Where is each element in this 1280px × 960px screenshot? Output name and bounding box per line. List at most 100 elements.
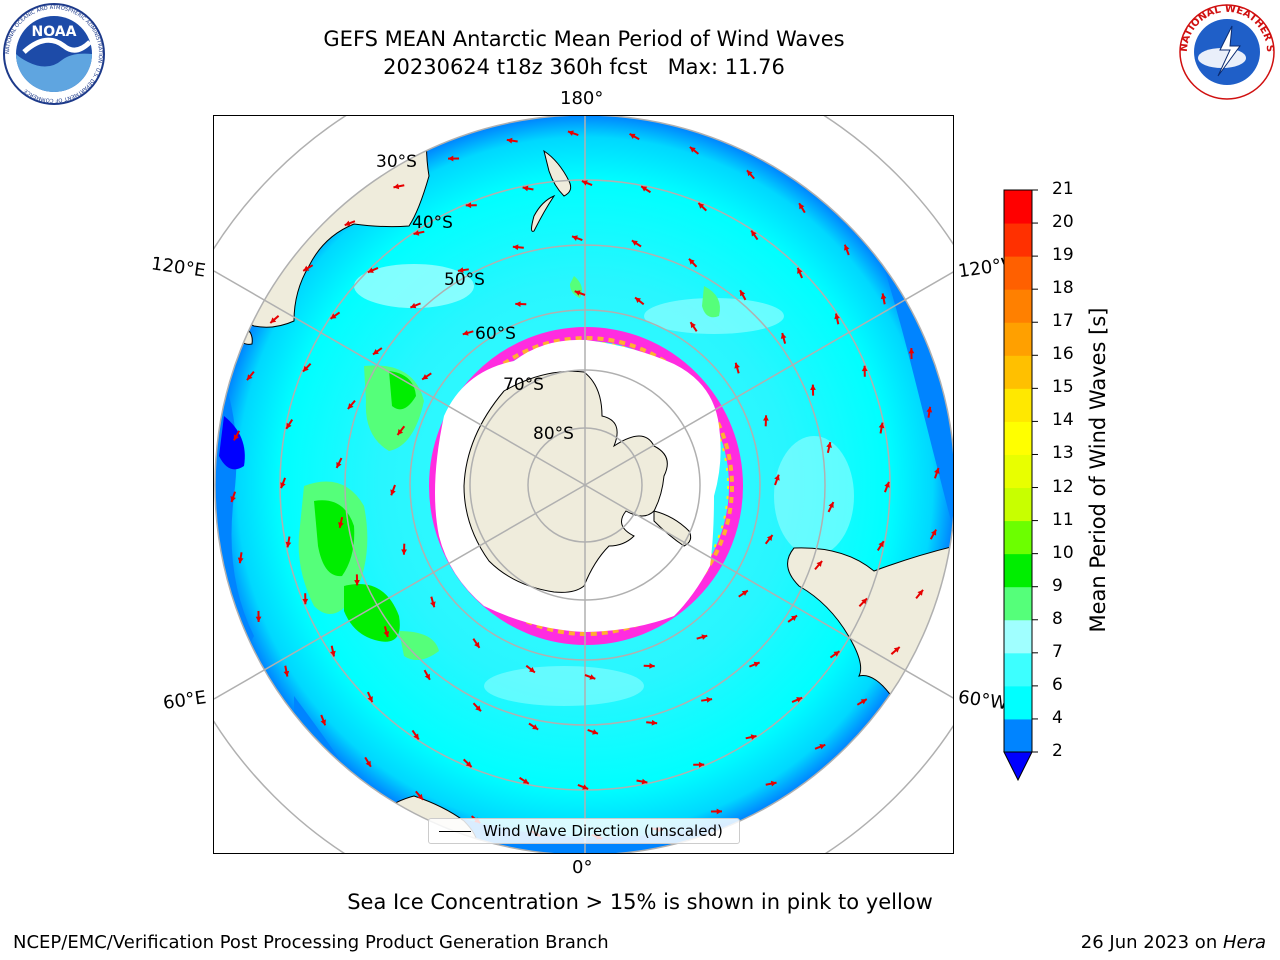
wind-arrow-head: [529, 666, 535, 673]
wind-arrow-head: [397, 429, 404, 435]
polar-map: [213, 115, 954, 854]
wind-arrow-head: [367, 696, 373, 703]
wind-arrow-head: [833, 651, 840, 657]
colorbar-tick-label: 20: [1052, 212, 1074, 233]
colorbar-tick-label: 2: [1052, 741, 1063, 761]
colorbar-tick-label: 17: [1052, 311, 1074, 332]
colorbar-tick-label: 11: [1052, 509, 1074, 530]
wind-arrow-head: [816, 560, 823, 567]
wind-arrow-head: [641, 186, 648, 192]
wind-arrow-head: [926, 406, 933, 413]
lat-label-30s: 30°S: [376, 152, 417, 172]
colorbar-bin: [1004, 553, 1032, 588]
wind-arrow-head: [320, 719, 326, 726]
wind-arrow-head: [893, 646, 900, 653]
wind-arrow-head: [465, 761, 472, 767]
colorbar-tick-label: 6: [1052, 674, 1063, 695]
wind-arrow-head: [751, 230, 757, 237]
wind-arrow-head: [390, 489, 396, 496]
wind-arrow-head: [589, 674, 596, 680]
wind-arrow-head: [796, 697, 803, 703]
colorbar-frame: [1003, 189, 1033, 753]
lat-label-50s: 50°S: [444, 270, 485, 290]
colorbar-bin: [1004, 586, 1032, 621]
wind-arrow-head: [522, 185, 529, 192]
wind-arrow-head: [283, 670, 290, 677]
lon-label-60e: 60°E: [161, 687, 208, 714]
colorbar-bin: [1004, 289, 1032, 323]
wind-arrow-head: [465, 202, 472, 209]
wind-arrow-head: [582, 784, 589, 790]
wind-arrow-head: [826, 442, 832, 448]
ocean-light-cyan-patch: [354, 264, 474, 308]
wind-arrow-head: [753, 661, 760, 668]
colorbar-tick-label: 14: [1052, 410, 1074, 431]
colorbar-bin: [1004, 718, 1032, 753]
wind-arrow-head: [834, 313, 840, 320]
wind-arrow-head: [448, 155, 454, 162]
map-legend: Wind Wave Direction (unscaled): [428, 818, 740, 844]
colorbar-under-extension: [1003, 751, 1033, 782]
wind-arrow-head: [571, 235, 578, 241]
wind-arrow-head: [734, 362, 740, 369]
colorbar-bin: [1004, 421, 1032, 455]
colorbar-bin: [1004, 223, 1032, 257]
wind-arrow-head: [230, 496, 236, 503]
colorbar-tick-label: 12: [1052, 476, 1074, 497]
wind-arrow-head: [462, 330, 469, 336]
wind-arrow-head: [860, 699, 867, 705]
wind-arrow-head: [574, 290, 581, 296]
wind-arrow-head: [430, 601, 436, 608]
wind-arrow-head: [649, 663, 655, 669]
ocean-green-patch: [702, 286, 720, 318]
wind-arrow-head: [766, 535, 773, 541]
lon-label-180: 180°: [560, 88, 604, 109]
wind-arrow-head: [270, 317, 277, 324]
wind-arrow-head: [522, 778, 529, 784]
wind-arrow-head: [280, 482, 286, 489]
wind-arrow-head: [780, 333, 787, 339]
wind-arrow-head: [698, 202, 705, 209]
wind-arrow-head: [908, 348, 915, 354]
wind-arrow-head: [810, 384, 816, 390]
wind-arrow-head: [746, 170, 753, 177]
wind-arrow-head: [635, 297, 641, 304]
lat-label-70s: 70°S: [503, 375, 544, 395]
wind-arrow-head: [750, 734, 757, 740]
colorbar-tick-label: 4: [1052, 707, 1063, 728]
colorbar-bin: [1004, 388, 1032, 422]
wind-arrow-head: [246, 374, 253, 381]
wind-arrow-head: [740, 290, 746, 297]
colorbar-tick-label: 15: [1052, 377, 1074, 398]
lat-label-60s: 60°S: [475, 324, 516, 344]
wind-arrow-head: [629, 133, 636, 139]
colorbar-bin: [1004, 520, 1032, 555]
wind-arrow-head: [698, 761, 705, 768]
colorbar-bin: [1004, 256, 1032, 290]
colorbar-tick-label: 21: [1052, 179, 1074, 199]
wind-arrow-head: [706, 697, 713, 703]
wind-arrow-head: [931, 529, 937, 536]
colorbar: [1003, 189, 1038, 782]
ocean-low-period-southwest: [294, 696, 344, 766]
wind-arrow-head: [861, 365, 868, 372]
colorbar-tick-label: 19: [1052, 245, 1074, 266]
noaa-logo-icon: NOAA NATIONAL OCEANIC AND ATMOSPHERIC AD…: [3, 3, 105, 105]
wind-arrow-head: [303, 365, 309, 372]
wind-arrow-head: [774, 474, 780, 481]
wind-arrow-head: [819, 744, 826, 750]
ocean-green-patch: [399, 631, 439, 660]
wind-arrow-head: [515, 301, 521, 307]
colorbar-tick-label: 8: [1052, 608, 1063, 629]
noaa-logo-text: NOAA: [32, 24, 77, 40]
colorbar-bin: [1004, 652, 1032, 687]
colorbar-bin: [1004, 685, 1032, 720]
colorbar-tick-label: 18: [1052, 278, 1074, 299]
wind-arrow-head: [878, 541, 884, 548]
colorbar-bin: [1004, 619, 1032, 654]
wind-arrow-head: [338, 522, 344, 528]
wind-arrow-head: [880, 293, 887, 300]
lat-label-40s: 40°S: [412, 213, 453, 233]
sea-ice-note: Sea Ice Concentration > 15% is shown in …: [347, 890, 933, 914]
ocean-very-low-period-west: [219, 416, 245, 470]
